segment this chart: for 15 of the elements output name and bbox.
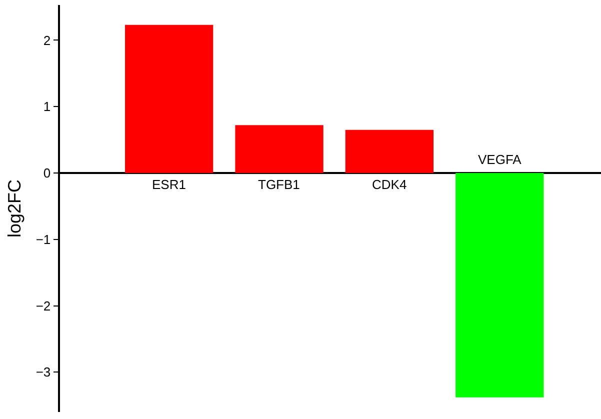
x-tick-label: CDK4 (372, 177, 407, 192)
bar (345, 130, 434, 173)
x-tick-label: TGFB1 (258, 177, 300, 192)
y-axis-title: log2FC (4, 179, 25, 238)
y-tick-label: 1 (43, 99, 51, 114)
bar (125, 24, 214, 173)
y-tick-label: −3 (36, 364, 51, 380)
bar (235, 125, 324, 173)
y-tick-label: 2 (43, 32, 51, 48)
x-tick-label: ESR1 (152, 177, 186, 192)
x-tick-label: VEGFA (478, 152, 522, 167)
y-tick-label: −2 (36, 298, 51, 314)
y-tick-label: 0 (43, 166, 51, 181)
y-tick-label: −1 (36, 232, 51, 247)
bar (456, 172, 544, 398)
